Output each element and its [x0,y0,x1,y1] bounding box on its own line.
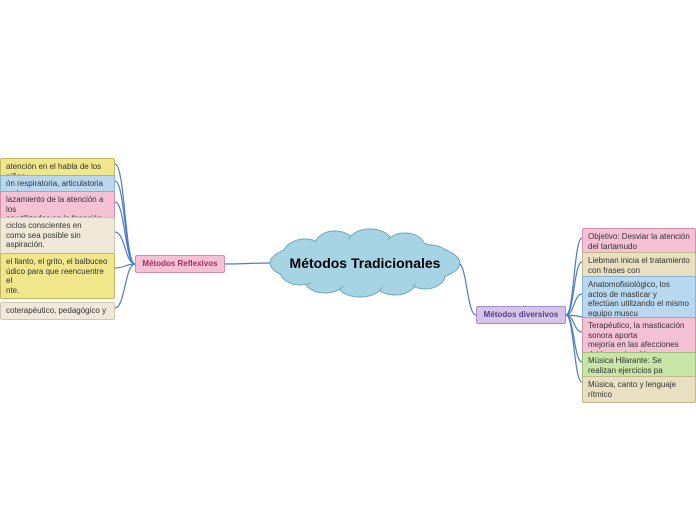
left-item-3: ciclos conscientes en como sea posible s… [0,217,115,254]
branch-left: Métodos Reflexivos [135,255,225,273]
center-node: Métodos Tradicionales [280,248,450,278]
branch-right: Métodos diversivos [476,306,566,324]
left-item-5: coterapéutico, pedagógico y [0,302,115,320]
left-item-4: el llanto, el grito, el balbuceo údico p… [0,253,115,299]
right-item-5: Música, canto y lenguaje rítmico [582,376,696,403]
